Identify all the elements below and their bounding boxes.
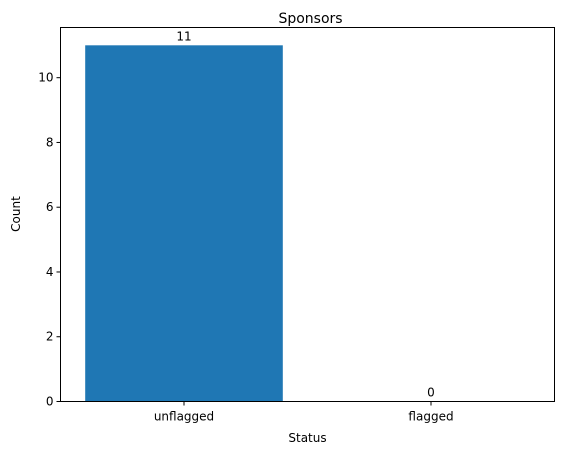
data-label-flagged: 0 <box>427 386 435 400</box>
y-tick-label-2: 2 <box>46 330 54 344</box>
x-axis-ticks: unflagged flagged <box>154 401 454 424</box>
data-label-unflagged: 11 <box>176 29 191 43</box>
bars-group <box>85 45 283 402</box>
y-axis-ticks: 0 2 4 6 8 10 <box>38 71 61 409</box>
y-tick-label-6: 6 <box>46 200 54 214</box>
y-tick-label-4: 4 <box>46 265 54 279</box>
data-labels-group: 11 0 <box>176 29 434 399</box>
y-axis-label: Count <box>9 196 23 232</box>
chart-title: Sponsors <box>278 11 342 27</box>
x-tick-label-unflagged: unflagged <box>154 410 214 424</box>
x-tick-label-flagged: flagged <box>408 410 453 424</box>
y-tick-label-8: 8 <box>46 135 54 149</box>
bar-unflagged <box>85 45 283 402</box>
y-tick-label-0: 0 <box>46 395 54 409</box>
y-tick-label-10: 10 <box>38 71 53 85</box>
plot-frame <box>60 27 555 402</box>
x-axis-label: Status <box>288 431 326 445</box>
